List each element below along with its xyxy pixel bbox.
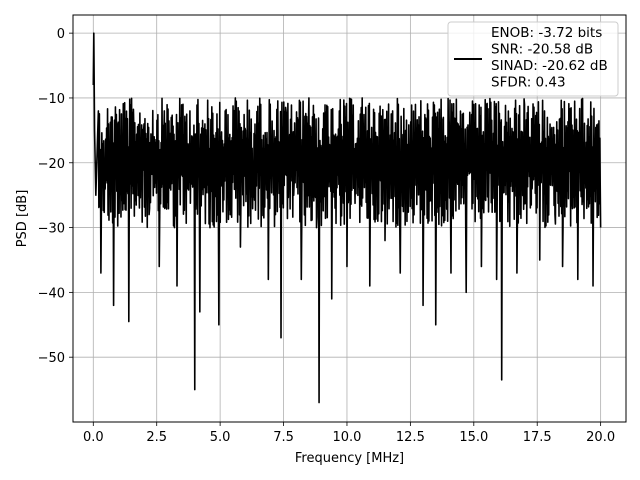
y-tick-label: −20 xyxy=(38,157,65,172)
x-tick-label: 10.0 xyxy=(332,430,361,445)
axis-ticks: 0.0 2.5 5.0 7.5 10.0 12.5 15.0 17.5 20.0 0 −10 −20 −… xyxy=(38,27,616,445)
y-tick-label: −50 xyxy=(38,351,65,366)
y-axis-label: PSD [dB] xyxy=(15,190,30,248)
legend-entry-sinad: SINAD: -20.62 dB xyxy=(491,58,608,74)
axes-frame xyxy=(72,14,627,423)
x-tick-label: 5.0 xyxy=(210,430,231,445)
legend: ENOB: -3.72 bits SNR: -20.58 dB SINAD: -… xyxy=(447,21,619,97)
x-tick-label: 0.0 xyxy=(83,430,104,445)
plot-area xyxy=(92,32,602,404)
legend-entry-enob: ENOB: -3.72 bits xyxy=(491,25,602,41)
x-tick-label: 2.5 xyxy=(146,430,167,445)
x-tick-label: 20.0 xyxy=(586,430,615,445)
y-tick-label: −10 xyxy=(38,92,65,107)
legend-box xyxy=(447,21,619,97)
x-tick-label: 17.5 xyxy=(523,430,552,445)
legend-entry-sfdr: SFDR: 0.43 xyxy=(491,75,566,91)
x-axis-label: Frequency [MHz] xyxy=(295,451,404,466)
psd-series-line xyxy=(92,32,602,404)
y-tick-label: −40 xyxy=(38,286,65,301)
x-tick-label: 15.0 xyxy=(459,430,488,445)
y-tick-label: 0 xyxy=(57,27,65,42)
legend-entry-snr: SNR: -20.58 dB xyxy=(491,42,593,58)
x-tick-label: 12.5 xyxy=(396,430,425,445)
y-tick-label: −30 xyxy=(38,222,65,237)
x-tick-label: 7.5 xyxy=(273,430,294,445)
